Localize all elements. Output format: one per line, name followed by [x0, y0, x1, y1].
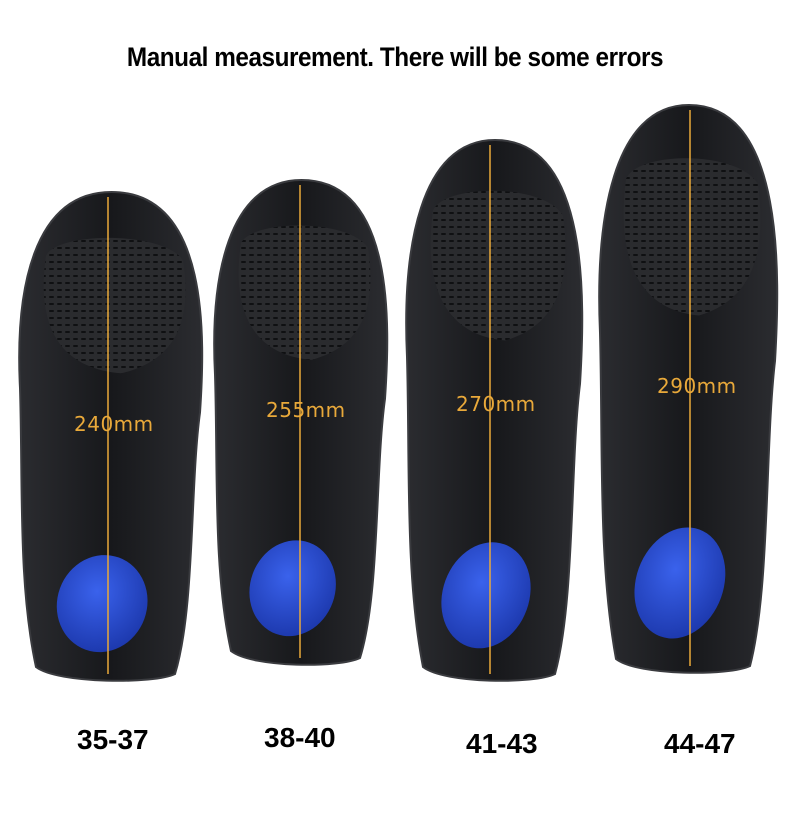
size-label: 35-37 — [77, 724, 149, 755]
forefoot-mesh — [238, 225, 371, 360]
length-label: 270mm — [456, 392, 536, 416]
blue-heel-pad — [634, 527, 726, 639]
blue-heel-pad — [441, 542, 531, 649]
length-label: 240mm — [74, 412, 154, 436]
length-label: 290mm — [657, 374, 737, 398]
forefoot-mesh — [43, 237, 186, 374]
blue-heel-pad — [249, 540, 336, 637]
size-label: 41-43 — [466, 728, 538, 759]
size-label: 44-47 — [664, 728, 736, 759]
length-label: 255mm — [266, 398, 346, 422]
size-label: 38-40 — [264, 722, 336, 753]
caption-title: Manual measurement. There will be some e… — [126, 42, 664, 72]
forefoot-mesh — [623, 158, 761, 316]
blue-heel-pad — [56, 555, 148, 653]
forefoot-mesh — [430, 190, 566, 341]
